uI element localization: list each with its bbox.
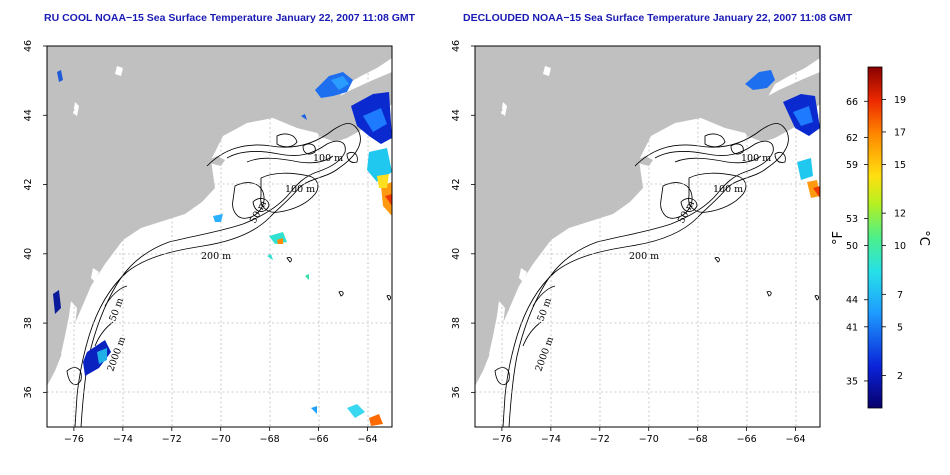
map-frame [46,45,393,428]
lat-tick-label: 42 [23,178,34,190]
celsius-tick-label: 10 [894,241,906,252]
celsius-label: °C [916,230,931,246]
lon-tick-label: −70 [639,434,659,445]
fahrenheit-tick-label: 50 [846,241,858,252]
lon-tick-label: −74 [541,434,561,445]
contour-label: 100 m [741,153,771,164]
lat-tick-label: 44 [451,109,462,121]
axis-ticks: −76 −74 −72 −70 −68 −66 −64 46 44 42 40 38 36 [23,40,378,445]
fahrenheit-tick-label: 62 [846,133,858,144]
lon-tick-label: −72 [590,434,610,445]
fahrenheit-tick-label: 41 [846,322,858,333]
lon-tick-label: −64 [786,434,806,445]
celsius-tick-label: 19 [894,95,906,106]
lat-tick-label: 36 [23,386,34,398]
celsius-tick-label: 12 [894,209,906,220]
lon-tick-label: −74 [113,434,133,445]
fahrenheit-label: °F [831,231,846,245]
fahrenheit-tick-label: 44 [846,295,858,306]
fahrenheit-tick-label: 59 [846,160,858,171]
lon-tick-label: −68 [688,434,708,445]
lat-tick-label: 42 [451,178,462,190]
lat-tick-label: 46 [23,40,34,52]
map-title: DECLOUDED NOAA−15 Sea Surface Temperatur… [463,12,853,24]
map-frame [474,45,821,428]
celsius-tick-label: 7 [897,290,903,301]
fahrenheit-tick-label: 53 [846,214,858,225]
axis-ticks: −76 −74 −72 −70 −68 −66 −64 46 44 42 40 38 36 [451,40,806,445]
lon-tick-label: −72 [162,434,182,445]
sst-swath [53,70,392,426]
colorbar-gradient [867,66,883,409]
contour-label: 100 m [713,184,743,195]
raw-sst-map-panel: RU COOL NOAA−15 Sea Surface Temperature … [23,12,416,445]
lat-tick-label: 38 [451,317,462,329]
celsius-tick-label: 17 [894,127,906,138]
lon-tick-label: −76 [64,434,84,445]
fahrenheit-tick-label: 35 [846,376,858,387]
sst-swath [745,70,820,198]
lon-tick-label: −68 [260,434,280,445]
lon-tick-label: −70 [211,434,231,445]
map-title: RU COOL NOAA−15 Sea Surface Temperature … [44,12,416,24]
lon-tick-label: −66 [737,434,757,445]
celsius-tick-label: 2 [897,371,903,382]
lat-tick-label: 36 [451,386,462,398]
lon-tick-label: −76 [492,434,512,445]
lat-tick-label: 40 [451,248,462,260]
lon-tick-label: −66 [309,434,329,445]
lon-tick-label: −64 [358,434,378,445]
lat-tick-label: 46 [451,40,462,52]
fahrenheit-tick-label: 66 [846,97,858,108]
celsius-tick-label: 5 [897,322,903,333]
lat-tick-label: 44 [23,109,34,121]
contour-label: 100 m [313,153,343,164]
temperature-colorbar: 19 17 15 12 10 7 5 2 66 62 59 53 50 44 41 35 °F °C [831,66,931,409]
lat-tick-label: 40 [23,248,34,260]
lat-tick-label: 38 [23,317,34,329]
contour-label: 200 m [201,251,231,262]
celsius-tick-label: 15 [894,160,906,171]
colorbar-ticks: 19 17 15 12 10 7 5 2 66 62 59 53 50 44 41 35 [846,95,906,387]
contour-label: 200 m [629,251,659,262]
contour-label: 100 m [285,184,315,195]
declouded-sst-map-panel: DECLOUDED NOAA−15 Sea Surface Temperatur… [451,12,853,445]
